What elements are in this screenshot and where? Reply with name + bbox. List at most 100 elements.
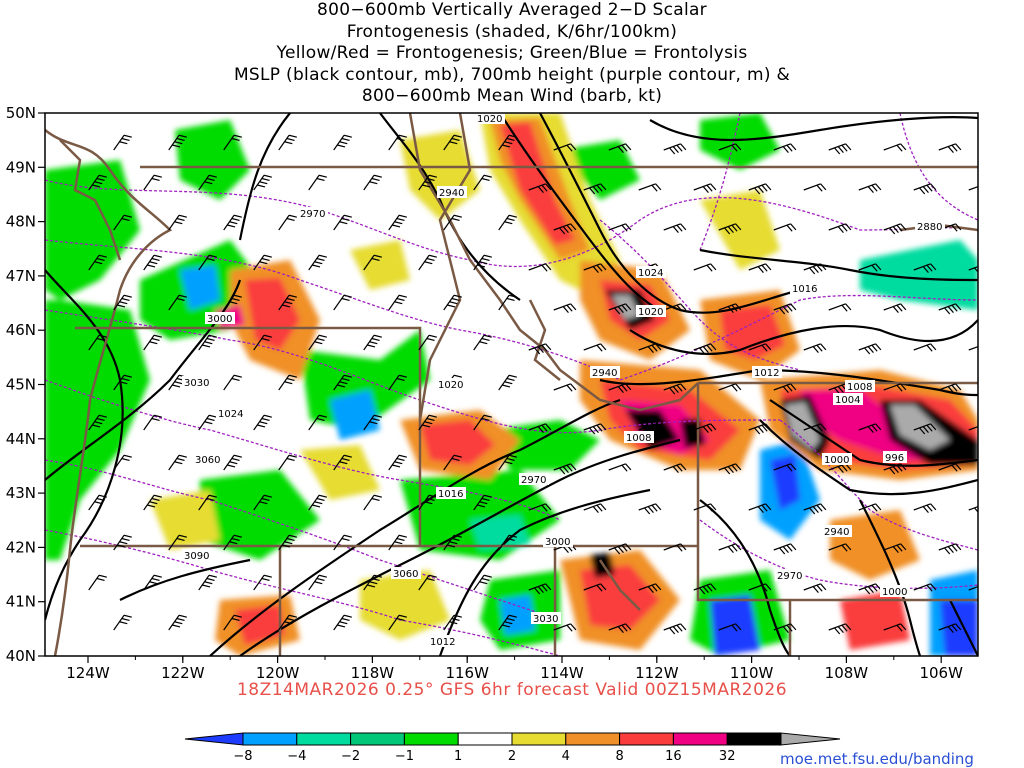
wind-barb [168,214,187,231]
wind-barb [693,423,717,434]
wind-barb [968,425,978,431]
wind-barb [663,543,687,552]
wind-barb [553,383,577,392]
wind-barb [253,254,272,271]
wind-barb [828,623,852,635]
wind-barb [748,343,772,352]
mslp-label: 1012 [430,637,455,648]
wind-barb [583,183,607,195]
wind-barb [473,174,492,191]
map-title: 800−600mb Vertically Averaged 2−D Scalar… [0,0,1024,108]
wind-barb [583,263,607,274]
wind-barb [608,463,632,472]
wind-barb [498,214,517,231]
lon-tick-label: 108W [825,664,869,682]
wind-barb [883,463,907,475]
wind-barb [363,174,382,191]
lon-tick-label: 118W [351,664,395,682]
wind-barb [113,214,132,231]
wind-barb [968,185,978,191]
wind-barb [858,423,882,434]
height-label: 3060 [195,455,220,466]
wind-barb [168,134,187,151]
wind-barb [253,414,272,431]
wind-barb [88,494,107,511]
wind-barb [223,214,242,231]
title-line-1: 800−600mb Vertically Averaged 2−D Scalar [317,0,707,20]
wind-barb [278,614,297,631]
height-contours [45,113,978,656]
lon-tick-label: 116W [445,664,489,682]
wind-barb [333,614,352,631]
wind-barb [803,583,827,594]
height-label-group: 2940 2970 2880 3000 3030 3060 3090 3060 … [182,186,945,625]
wind-barb [773,223,797,232]
wind-barb [663,623,687,635]
wind-barb [883,543,907,554]
wind-barb [528,583,552,595]
wind-barb [994,144,1016,154]
wind-barb [143,174,162,191]
wind-barb [308,334,327,351]
wind-barb [498,134,517,151]
wind-barb [663,383,687,395]
height-label: 3030 [184,378,209,389]
wind-barb [333,214,352,231]
credit-link[interactable]: moe.met.fsu.edu/banding [780,750,974,768]
wind-barb [608,623,632,634]
wind-barb [443,294,462,311]
lon-tick-label: 124W [66,664,110,682]
frontogenesis-shading [45,113,978,656]
wind-barb [883,143,907,152]
mslp-label: 1012 [754,368,779,379]
wind-barb [803,503,827,515]
mslp-label: 1020 [638,307,663,318]
height-label: 2970 [521,475,546,486]
wind-barb [638,503,662,515]
wind-barb [994,464,1016,473]
wind-barb [938,623,962,634]
wind-barb [638,423,662,432]
lat-tick-label: 47N [6,267,36,285]
lat-tick-label: 42N [6,538,36,556]
wind-barb [443,454,462,471]
wind-barb [278,534,297,551]
wind-barb [253,494,272,511]
wind-barb [223,454,242,471]
wind-barb [113,134,132,151]
height-label: 3030 [533,614,558,625]
lat-tick-label: 49N [6,158,36,176]
wind-barb [473,494,492,511]
lon-tick-label: 110W [730,664,774,682]
wind-barb [693,343,717,355]
wind-barb [773,463,797,472]
wind-barb [858,503,882,512]
wind-barb [143,494,162,511]
wind-barb [583,423,607,435]
wind-barb [994,544,1016,551]
wind-barb [968,585,978,591]
mslp-label: 1024 [638,268,663,279]
wind-barb [803,263,827,275]
wind-barb [858,583,882,595]
wind-barb [803,423,827,432]
wind-barb [88,574,107,591]
wind-barb [693,183,717,194]
wind-barb [473,574,492,591]
wind-barb [253,334,272,351]
wind-barb [828,223,852,234]
wind-barb [168,534,187,551]
wind-barb [803,183,827,192]
wind-barb [443,614,462,631]
height-label: 2940 [824,527,849,538]
wind-barb [113,534,132,551]
wind-barb [553,303,577,314]
wind-barb [473,254,492,271]
wind-barb [773,143,797,154]
wind-barb [308,574,327,591]
wind-barb [113,374,132,391]
wind-barb [528,263,552,272]
wind-barb [773,543,797,555]
wind-barb [388,614,407,631]
wind-barb [308,414,327,431]
